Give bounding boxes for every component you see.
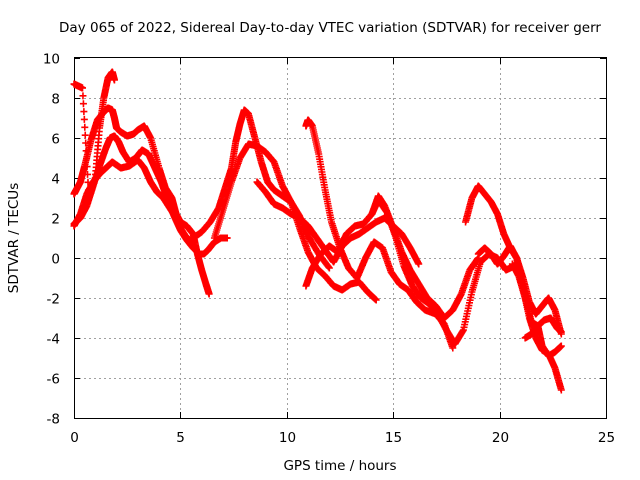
y-tick-label: 8 xyxy=(51,92,60,108)
data-point xyxy=(205,290,213,298)
data-point xyxy=(81,131,89,139)
x-tick-labels: 0 5 10 15 20 25 xyxy=(70,430,615,446)
x-tick-label: 0 xyxy=(70,430,79,446)
data-point xyxy=(325,264,333,272)
data-point xyxy=(82,139,90,147)
data-point xyxy=(557,328,565,336)
x-tick-label: 25 xyxy=(598,430,615,446)
y-tick-labels: -8 -6 -4 -2 0 2 4 6 8 10 xyxy=(43,52,60,428)
y-tick-label: 0 xyxy=(51,252,60,268)
x-tick-label: 10 xyxy=(279,430,296,446)
x-tick-label: 15 xyxy=(385,430,402,446)
plot-frame xyxy=(74,57,607,419)
data-points xyxy=(70,68,565,394)
data-series xyxy=(302,116,457,352)
x-axis-label: GPS time / hours xyxy=(283,458,396,474)
data-point xyxy=(110,76,118,84)
y-tick-label: 2 xyxy=(51,212,60,228)
data-point xyxy=(449,344,457,352)
data-series xyxy=(210,140,380,304)
data-series xyxy=(521,322,565,360)
data-point xyxy=(82,147,90,155)
y-tick-label: -8 xyxy=(47,412,60,428)
y-tick-label: -2 xyxy=(47,292,60,308)
data-series xyxy=(70,132,231,258)
data-point xyxy=(79,100,87,108)
x-tick-label: 5 xyxy=(176,430,185,446)
data-point xyxy=(557,342,565,350)
data-series xyxy=(70,68,118,202)
data-point xyxy=(415,260,423,268)
y-tick-label: 10 xyxy=(43,52,60,68)
y-tick-label: -6 xyxy=(47,372,60,388)
x-tick-label: 20 xyxy=(492,430,509,446)
data-point xyxy=(79,84,87,92)
grid xyxy=(74,58,606,418)
y-axis-label: SDTVAR / TECUs xyxy=(6,183,22,293)
data-point xyxy=(372,296,380,304)
y-tick-label: -4 xyxy=(47,332,60,348)
data-point xyxy=(80,115,88,123)
chart-title: Day 065 of 2022, Sidereal Day-to-day VTE… xyxy=(59,20,601,36)
data-point xyxy=(79,92,87,100)
data-point xyxy=(557,386,565,394)
y-tick-label: 6 xyxy=(51,132,60,148)
data-series xyxy=(70,156,197,246)
data-point xyxy=(80,108,88,116)
y-tick-label: 4 xyxy=(51,172,60,188)
data-point xyxy=(83,155,91,163)
data-point xyxy=(83,163,91,171)
data-point xyxy=(223,234,231,242)
data-point xyxy=(81,123,89,131)
data-point xyxy=(84,170,92,178)
